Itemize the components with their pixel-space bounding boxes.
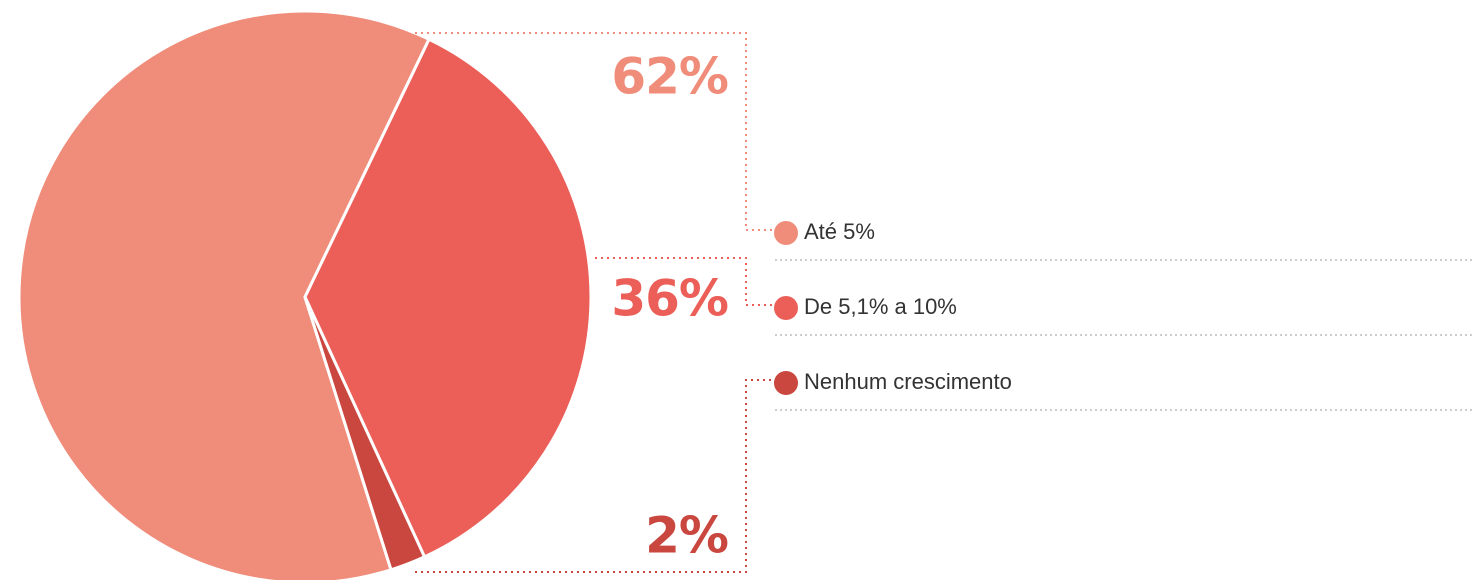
legend-label: Nenhum crescimento xyxy=(804,369,1012,394)
pie-slice xyxy=(303,296,427,572)
value-label: 62% xyxy=(611,48,728,106)
leader-line xyxy=(415,379,773,573)
legend-dot xyxy=(774,221,798,245)
value-label: 2% xyxy=(645,507,728,565)
pie-slice xyxy=(17,9,432,580)
leader-line xyxy=(595,257,773,306)
leader-line xyxy=(415,32,773,231)
legend-label: De 5,1% a 10% xyxy=(804,294,957,319)
legend-dot xyxy=(774,371,798,395)
legend-dot xyxy=(774,296,798,320)
pie-slice xyxy=(303,37,593,559)
value-label: 36% xyxy=(611,270,728,328)
legend-label: Até 5% xyxy=(804,219,875,244)
